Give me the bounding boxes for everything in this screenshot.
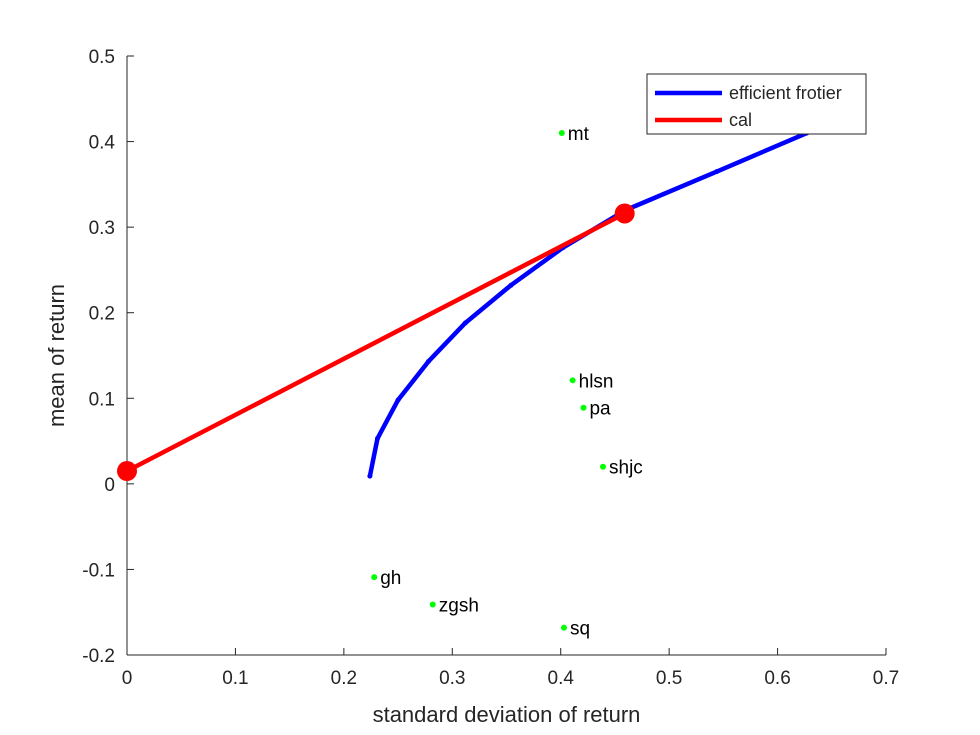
efficient-frontier-point bbox=[508, 282, 514, 288]
y-tick-label: -0.2 bbox=[82, 646, 115, 667]
asset-label-hlsn: hlsn bbox=[579, 371, 614, 392]
tangency-portfolio-marker bbox=[614, 203, 635, 224]
asset-point-sq bbox=[560, 624, 567, 631]
efficient-frontier-point bbox=[714, 169, 720, 175]
y-tick-label: 0 bbox=[104, 475, 115, 496]
efficient-frontier-point bbox=[395, 397, 401, 403]
efficient-frontier-point bbox=[462, 320, 468, 326]
efficient-frontier-point bbox=[374, 436, 380, 442]
x-tick-label: 0.5 bbox=[656, 668, 682, 689]
x-tick-label: 0.7 bbox=[873, 668, 899, 689]
y-tick-label: 0.4 bbox=[89, 133, 116, 154]
asset-label-mt: mt bbox=[568, 124, 590, 145]
legend-label-efficient: efficient frotier bbox=[729, 83, 842, 103]
efficient-frontier-point bbox=[425, 358, 431, 364]
y-tick-label: -0.1 bbox=[82, 560, 115, 581]
axes: 0 0.1 0.2 0.3 0.4 0.5 0.6 0.7 -0.2 -0.1 0 0.1 0.2 0.3… bbox=[82, 47, 899, 689]
y-tick-label: 0.2 bbox=[89, 304, 115, 325]
legend: efficient frotier cal bbox=[646, 73, 867, 135]
x-axis-label: standard deviation of return bbox=[373, 702, 641, 727]
asset-label-shjc: shjc bbox=[609, 458, 643, 479]
efficient-frontier-line bbox=[367, 130, 810, 479]
x-tick-label: 0 bbox=[122, 668, 133, 689]
asset-point-hlsn bbox=[569, 377, 576, 384]
asset-point-mt bbox=[558, 130, 565, 137]
asset-point-zgsh bbox=[429, 601, 436, 608]
legend-label-cal: cal bbox=[729, 110, 752, 130]
y-tick-label: 0.1 bbox=[89, 389, 115, 410]
x-tick-label: 0.1 bbox=[222, 668, 248, 689]
y-tick-label: 0.3 bbox=[89, 218, 115, 239]
asset-point-pa bbox=[580, 404, 587, 411]
cal-line bbox=[127, 211, 627, 474]
x-tick-label: 0.4 bbox=[548, 668, 575, 689]
asset-label-sq: sq bbox=[570, 619, 590, 640]
asset-point-shjc bbox=[600, 463, 607, 470]
y-tick-label: 0.5 bbox=[89, 47, 115, 68]
asset-labels: mt hlsn pa shjc gh zgsh sq bbox=[117, 124, 643, 640]
asset-label-zgsh: zgsh bbox=[439, 596, 479, 617]
plot-area bbox=[127, 130, 810, 631]
x-tick-label: 0.6 bbox=[764, 668, 790, 689]
asset-label-gh: gh bbox=[380, 568, 401, 589]
asset-label-pa: pa bbox=[589, 399, 611, 420]
risk-free-marker bbox=[117, 461, 137, 482]
y-axis-label: mean of return bbox=[44, 284, 69, 427]
efficient-frontier-point bbox=[367, 473, 373, 479]
legend-box bbox=[646, 73, 867, 135]
x-tick-label: 0.2 bbox=[331, 668, 357, 689]
x-tick-label: 0.3 bbox=[439, 668, 465, 689]
asset-point-gh bbox=[371, 574, 378, 581]
